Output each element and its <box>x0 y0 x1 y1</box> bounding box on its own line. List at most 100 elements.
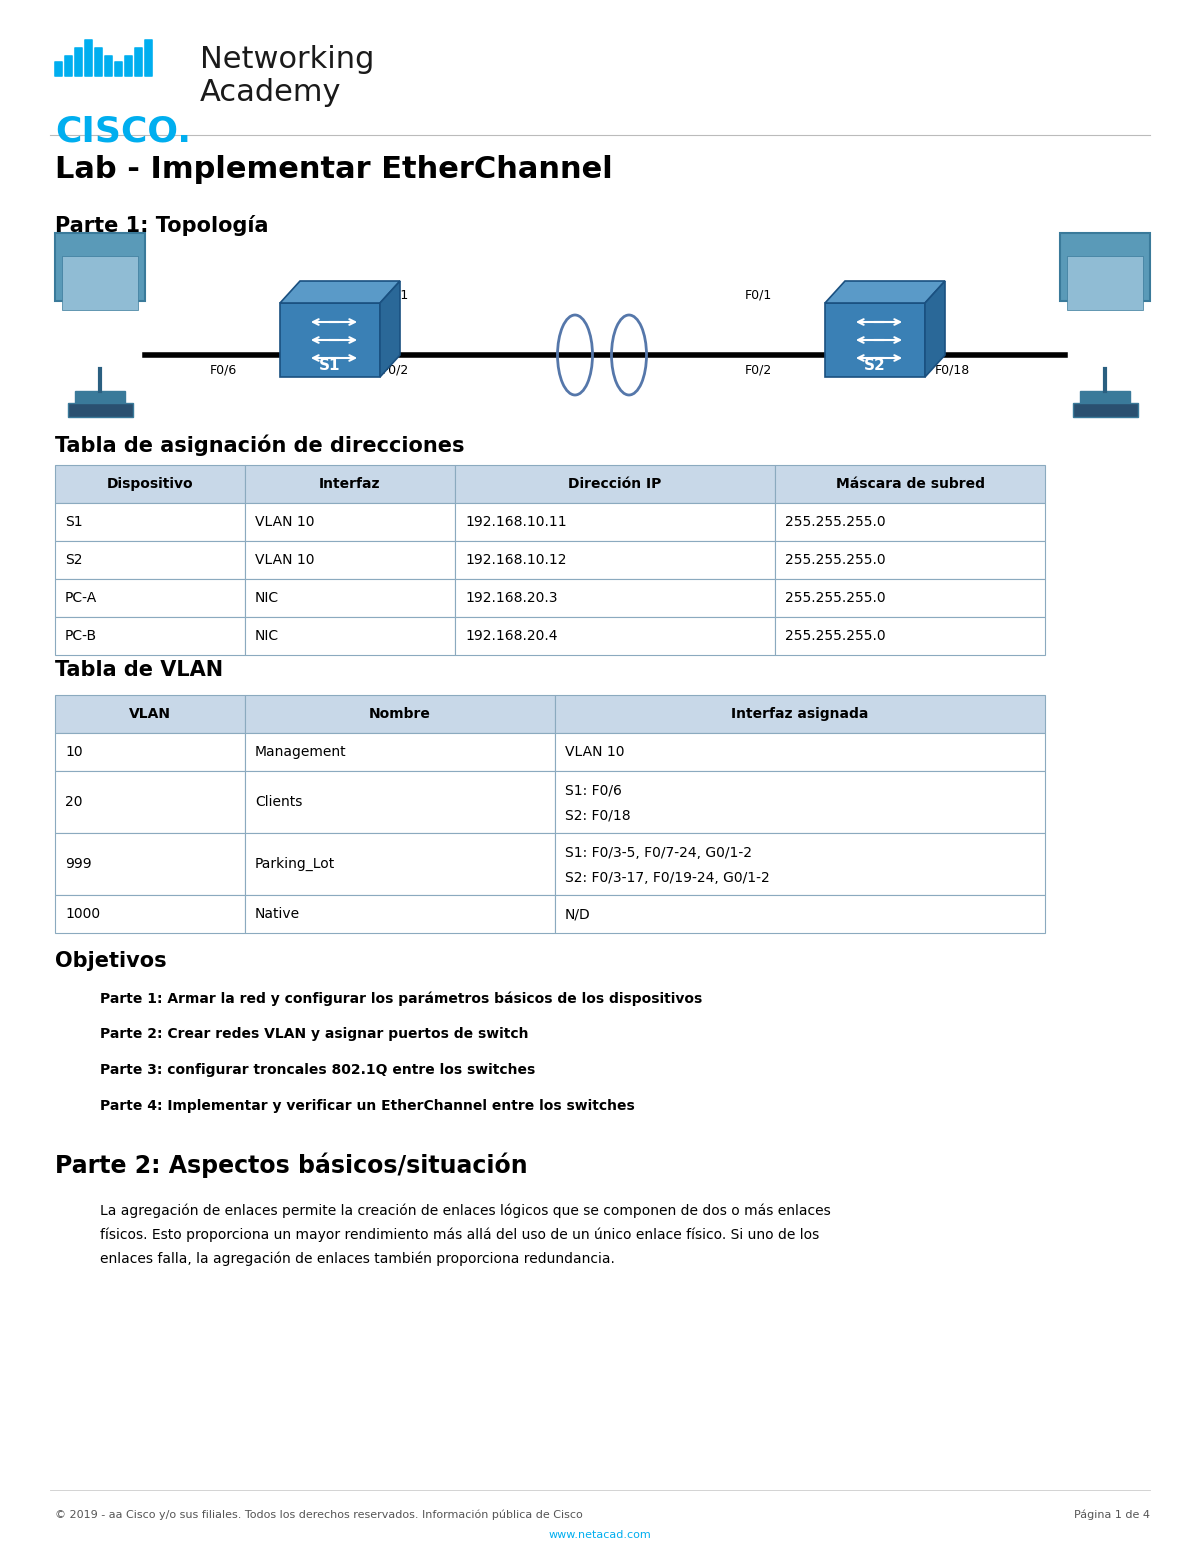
FancyBboxPatch shape <box>245 540 455 579</box>
Text: F0/6: F0/6 <box>210 363 238 376</box>
Text: físicos. Esto proporciona un mayor rendimiento más allá del uso de un único enla: físicos. Esto proporciona un mayor rendi… <box>100 1227 820 1241</box>
FancyBboxPatch shape <box>144 39 152 76</box>
Text: S1: F0/3-5, F0/7-24, G0/1-2: S1: F0/3-5, F0/7-24, G0/1-2 <box>565 846 752 860</box>
FancyBboxPatch shape <box>54 61 62 76</box>
Text: VLAN 10: VLAN 10 <box>256 553 314 567</box>
FancyBboxPatch shape <box>245 832 554 895</box>
Text: Native: Native <box>256 907 300 921</box>
FancyBboxPatch shape <box>55 696 245 733</box>
FancyBboxPatch shape <box>554 895 1045 933</box>
Text: F0/2: F0/2 <box>745 363 773 376</box>
FancyBboxPatch shape <box>68 402 133 418</box>
FancyBboxPatch shape <box>455 503 775 540</box>
FancyBboxPatch shape <box>245 503 455 540</box>
Text: 255.255.255.0: 255.255.255.0 <box>785 592 886 606</box>
Text: Clients: Clients <box>256 795 302 809</box>
FancyBboxPatch shape <box>55 832 245 895</box>
Text: VLAN 10: VLAN 10 <box>256 516 314 530</box>
Text: NIC: NIC <box>256 592 280 606</box>
FancyBboxPatch shape <box>1080 391 1130 405</box>
Text: Página 1 de 4: Página 1 de 4 <box>1074 1510 1150 1520</box>
Text: © 2019 - aa Cisco y/o sus filiales. Todos los derechos reservados. Información p: © 2019 - aa Cisco y/o sus filiales. Todo… <box>55 1510 583 1520</box>
FancyBboxPatch shape <box>455 579 775 617</box>
FancyBboxPatch shape <box>245 464 455 503</box>
FancyBboxPatch shape <box>55 540 245 579</box>
Text: PC-A: PC-A <box>65 592 97 606</box>
Text: Parking_Lot: Parking_Lot <box>256 857 335 871</box>
Text: 255.255.255.0: 255.255.255.0 <box>785 553 886 567</box>
Text: S1: S1 <box>65 516 83 530</box>
FancyBboxPatch shape <box>775 503 1045 540</box>
FancyBboxPatch shape <box>55 233 145 301</box>
Text: 192.168.10.11: 192.168.10.11 <box>466 516 566 530</box>
FancyBboxPatch shape <box>245 617 455 655</box>
Text: Máscara de subred: Máscara de subred <box>835 477 984 491</box>
Text: Parte 2: Aspectos básicos/situación: Parte 2: Aspectos básicos/situación <box>55 1152 528 1179</box>
Text: Lab - Implementar EtherChannel: Lab - Implementar EtherChannel <box>55 155 613 183</box>
Text: 255.255.255.0: 255.255.255.0 <box>785 629 886 643</box>
FancyBboxPatch shape <box>554 770 1045 832</box>
Text: S2: S2 <box>864 357 886 373</box>
FancyBboxPatch shape <box>1073 402 1138 418</box>
Polygon shape <box>380 281 400 377</box>
FancyBboxPatch shape <box>55 464 245 503</box>
FancyBboxPatch shape <box>55 617 245 655</box>
Text: 1000: 1000 <box>65 907 100 921</box>
FancyBboxPatch shape <box>114 61 122 76</box>
FancyBboxPatch shape <box>455 540 775 579</box>
Text: Parte 2: Crear redes VLAN y asignar puertos de switch: Parte 2: Crear redes VLAN y asignar puer… <box>100 1027 528 1041</box>
Text: 999: 999 <box>65 857 91 871</box>
Text: CISCO.: CISCO. <box>55 115 191 149</box>
Text: Dirección IP: Dirección IP <box>569 477 661 491</box>
Text: PC-A: PC-A <box>79 323 120 337</box>
Text: 255.255.255.0: 255.255.255.0 <box>785 516 886 530</box>
Text: 192.168.20.4: 192.168.20.4 <box>466 629 558 643</box>
Text: S1: F0/6: S1: F0/6 <box>565 784 622 798</box>
FancyBboxPatch shape <box>245 579 455 617</box>
FancyBboxPatch shape <box>74 47 83 76</box>
FancyBboxPatch shape <box>55 579 245 617</box>
Text: S1: S1 <box>319 357 341 373</box>
Text: 192.168.10.12: 192.168.10.12 <box>466 553 566 567</box>
FancyBboxPatch shape <box>245 770 554 832</box>
Text: Tabla de asignación de direcciones: Tabla de asignación de direcciones <box>55 435 464 457</box>
Text: Nombre: Nombre <box>370 707 431 721</box>
Text: F0/2: F0/2 <box>382 363 409 376</box>
Text: Tabla de VLAN: Tabla de VLAN <box>55 660 223 680</box>
Text: Parte 4: Implementar y verificar un EtherChannel entre los switches: Parte 4: Implementar y verificar un Ethe… <box>100 1100 635 1114</box>
Polygon shape <box>925 281 946 377</box>
Text: Objetivos: Objetivos <box>55 950 167 971</box>
FancyBboxPatch shape <box>95 47 103 76</box>
FancyBboxPatch shape <box>245 733 554 770</box>
FancyBboxPatch shape <box>1067 256 1142 311</box>
Text: VLAN 10: VLAN 10 <box>565 745 624 759</box>
FancyBboxPatch shape <box>775 617 1045 655</box>
Text: Parte 1: Armar la red y configurar los parámetros básicos de los dispositivos: Parte 1: Armar la red y configurar los p… <box>100 991 702 1005</box>
FancyBboxPatch shape <box>775 540 1045 579</box>
Text: PC-B: PC-B <box>65 629 97 643</box>
Text: S2: F0/3-17, F0/19-24, G0/1-2: S2: F0/3-17, F0/19-24, G0/1-2 <box>565 871 769 885</box>
Text: VLAN: VLAN <box>130 707 172 721</box>
Text: Management: Management <box>256 745 347 759</box>
Text: PC-B: PC-B <box>1085 323 1126 337</box>
FancyBboxPatch shape <box>55 770 245 832</box>
Text: F0/1: F0/1 <box>745 289 773 301</box>
Text: Interfaz asignada: Interfaz asignada <box>731 707 869 721</box>
Polygon shape <box>280 281 400 303</box>
Text: La agregación de enlaces permite la creación de enlaces lógicos que se componen : La agregación de enlaces permite la crea… <box>100 1204 830 1218</box>
Text: S2: F0/18: S2: F0/18 <box>565 809 631 823</box>
Text: F0/18: F0/18 <box>935 363 971 376</box>
FancyBboxPatch shape <box>62 256 138 311</box>
Polygon shape <box>826 281 946 303</box>
Text: Interfaz: Interfaz <box>319 477 380 491</box>
Text: F0/1: F0/1 <box>382 289 409 301</box>
Text: 10: 10 <box>65 745 83 759</box>
Polygon shape <box>280 303 380 377</box>
Text: NIC: NIC <box>256 629 280 643</box>
FancyBboxPatch shape <box>1060 233 1150 301</box>
FancyBboxPatch shape <box>55 895 245 933</box>
FancyBboxPatch shape <box>554 832 1045 895</box>
FancyBboxPatch shape <box>134 47 143 76</box>
Text: enlaces falla, la agregación de enlaces también proporciona redundancia.: enlaces falla, la agregación de enlaces … <box>100 1252 614 1266</box>
FancyBboxPatch shape <box>125 56 133 76</box>
